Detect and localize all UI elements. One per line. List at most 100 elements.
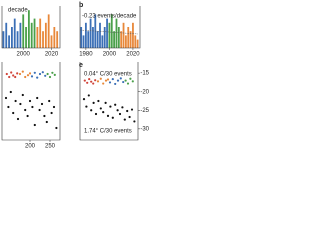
point — [92, 101, 95, 104]
point — [33, 123, 36, 127]
annotation: -0.23 events/decade — [82, 14, 137, 20]
point — [116, 79, 120, 82]
point — [50, 111, 53, 115]
bar — [106, 18, 108, 48]
point — [108, 81, 112, 84]
point — [116, 109, 119, 112]
bar — [5, 22, 8, 48]
bar — [113, 31, 116, 48]
bar — [19, 22, 22, 48]
bar — [136, 39, 139, 48]
bar — [47, 14, 50, 48]
bar — [39, 18, 42, 48]
bar — [120, 31, 123, 48]
point — [38, 72, 42, 76]
point — [94, 79, 97, 82]
x-tick-label: 2000 — [17, 52, 31, 58]
point — [129, 77, 132, 80]
point — [86, 81, 89, 84]
point — [12, 74, 15, 77]
y-tick-label: -20 — [140, 89, 149, 95]
bar — [25, 27, 27, 48]
point — [9, 90, 12, 94]
bar — [33, 18, 36, 48]
bar — [87, 31, 90, 48]
bar — [30, 22, 33, 48]
axis-frame — [79, 6, 141, 49]
bar — [53, 27, 56, 48]
bar — [132, 22, 134, 48]
point — [16, 117, 20, 121]
point — [26, 74, 30, 77]
point — [7, 105, 10, 109]
point — [121, 106, 124, 109]
point — [33, 71, 36, 74]
point — [45, 120, 48, 124]
panel-title: decade — [8, 8, 28, 14]
bar — [11, 27, 13, 48]
axis-frame — [79, 62, 139, 141]
point — [124, 79, 127, 82]
bar — [8, 35, 10, 48]
bar — [127, 27, 130, 48]
point — [104, 101, 107, 104]
point — [31, 105, 34, 109]
bar — [36, 27, 39, 48]
x-tick-label: 2000 — [103, 52, 117, 58]
bar — [101, 35, 104, 48]
point — [44, 74, 47, 77]
point — [8, 75, 11, 79]
point — [96, 80, 100, 83]
point — [126, 109, 129, 113]
point — [53, 73, 56, 76]
bar — [122, 22, 125, 48]
point — [123, 118, 126, 121]
point — [51, 71, 54, 74]
bar — [22, 14, 25, 48]
point — [43, 114, 46, 118]
point — [130, 108, 134, 111]
point — [83, 79, 86, 82]
bar — [129, 31, 132, 48]
point — [55, 126, 58, 130]
point — [94, 112, 98, 116]
point — [30, 75, 34, 78]
point — [14, 75, 17, 79]
bar — [42, 31, 44, 48]
point — [28, 72, 32, 75]
bar — [99, 22, 101, 48]
point — [106, 114, 110, 117]
point — [24, 108, 27, 112]
bar — [117, 27, 120, 48]
point — [87, 94, 90, 97]
point — [118, 112, 122, 116]
y-tick-label: -25 — [140, 108, 149, 114]
bar — [44, 22, 47, 48]
point — [48, 99, 51, 103]
bar — [110, 14, 113, 48]
point — [26, 114, 29, 118]
bar — [2, 31, 5, 48]
point — [133, 120, 136, 123]
point — [90, 109, 93, 112]
point — [114, 103, 117, 106]
figure: -30 -25 -20 -15 250 200 2020 2000 1980 2020 2000 d… — [1, 2, 150, 150]
point — [109, 105, 112, 108]
point — [97, 99, 100, 103]
x-tick-label: 1980 — [79, 52, 93, 58]
point — [111, 116, 114, 119]
point — [14, 99, 17, 103]
point — [102, 111, 105, 114]
point — [38, 108, 41, 112]
annotation: 0.04° C/30 events — [84, 72, 132, 78]
bar — [92, 27, 94, 48]
bar — [89, 18, 92, 48]
point — [52, 105, 56, 109]
trend-line — [79, 29, 139, 35]
point — [4, 96, 8, 100]
point — [36, 96, 39, 100]
point — [99, 107, 102, 110]
point — [28, 99, 32, 103]
axis-frame — [1, 6, 61, 49]
point — [19, 102, 22, 106]
